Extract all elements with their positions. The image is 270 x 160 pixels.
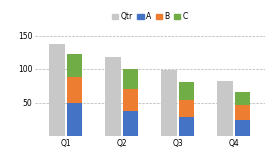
Bar <box>67 54 82 77</box>
Bar <box>235 92 250 105</box>
Legend: Qtr, A, B, C: Qtr, A, B, C <box>109 9 191 24</box>
Bar <box>105 57 121 136</box>
Bar <box>235 120 250 136</box>
Bar <box>67 103 82 136</box>
Bar <box>123 111 139 136</box>
Bar <box>235 105 250 120</box>
Bar <box>179 100 194 117</box>
Bar <box>161 70 177 136</box>
Bar <box>49 44 65 136</box>
Bar <box>123 69 139 89</box>
Bar <box>179 82 194 100</box>
Bar <box>67 77 82 103</box>
Bar <box>123 89 139 111</box>
Bar <box>179 117 194 136</box>
Bar <box>217 81 233 136</box>
